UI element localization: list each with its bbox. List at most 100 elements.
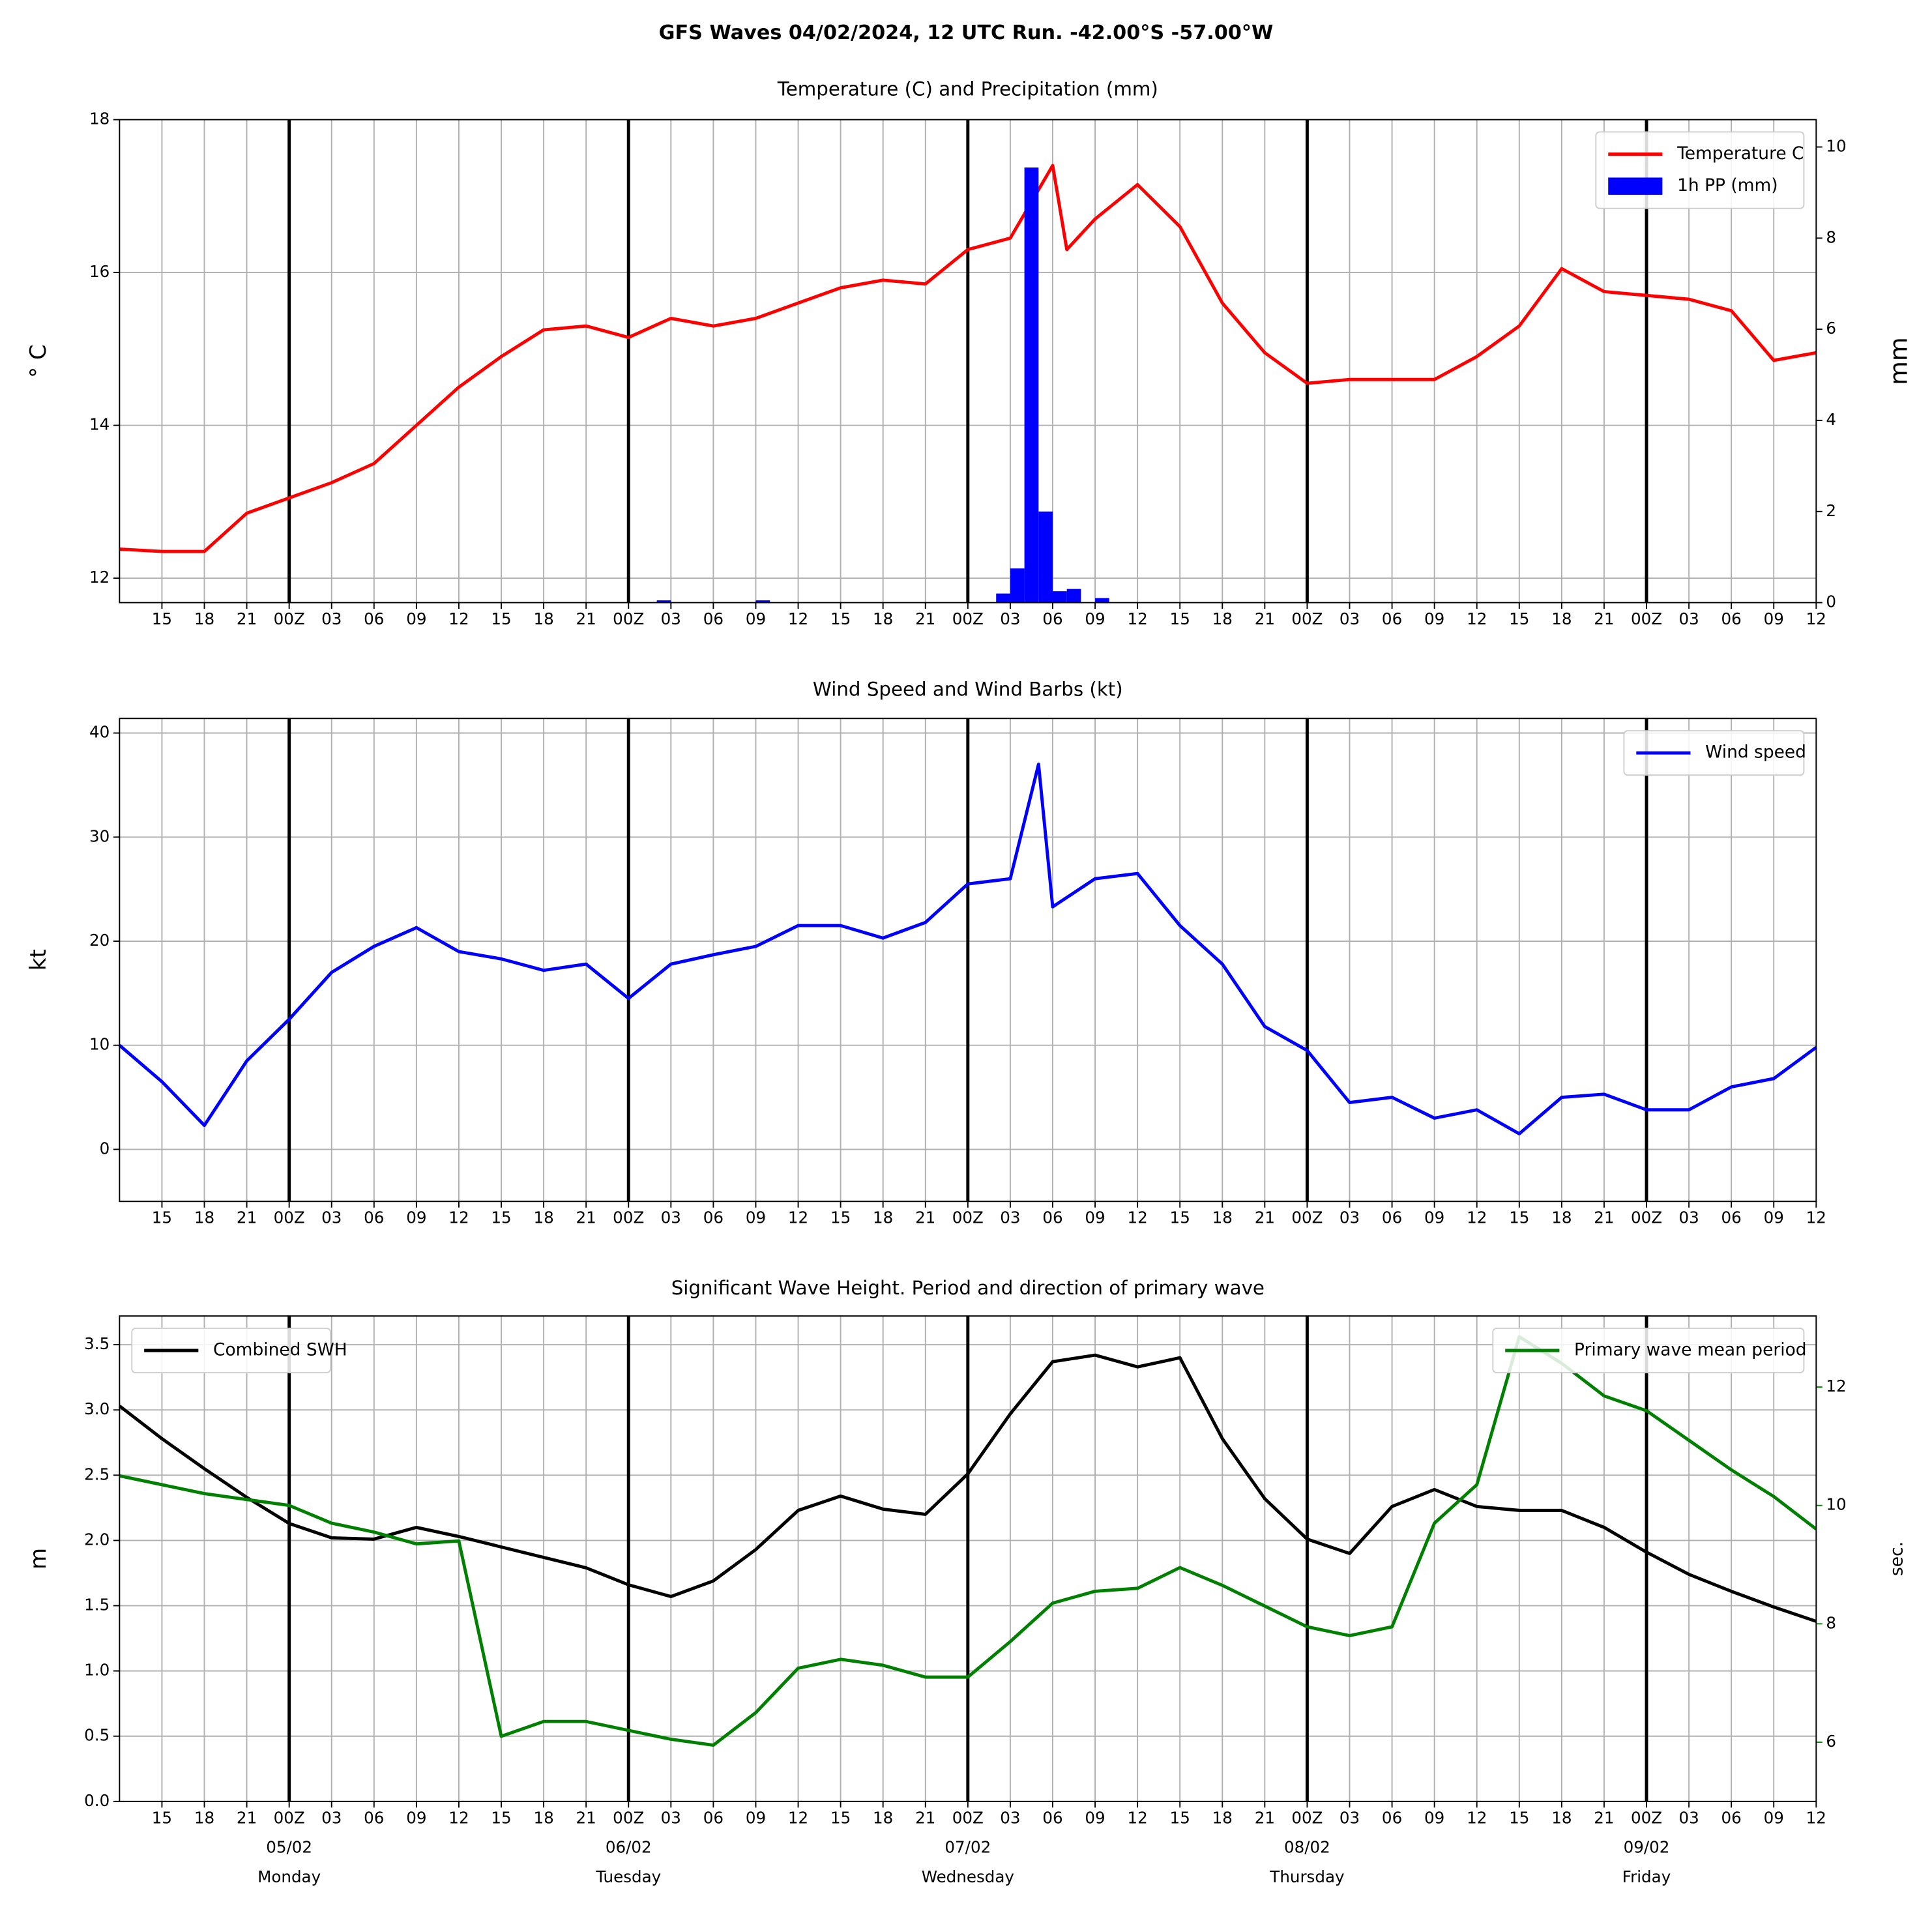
x-tick-label: 03 — [661, 1208, 681, 1227]
bar — [1052, 591, 1067, 603]
x-tick-label: 06 — [364, 609, 384, 628]
x-tick-label: 09 — [1085, 1808, 1105, 1827]
x-tick-label: 12 — [1806, 609, 1826, 628]
y-tick-label: 14 — [89, 415, 110, 434]
x-tick-label: 00Z — [613, 1808, 644, 1827]
x-tick-label: 09 — [1424, 1808, 1444, 1827]
panel: Significant Wave Height. Period and dire… — [25, 1277, 1907, 1886]
bar — [1010, 568, 1025, 603]
y2-tick-label: 12 — [1826, 1377, 1846, 1395]
y2-tick-label: 4 — [1826, 410, 1836, 429]
x-tick-label: 03 — [1000, 1808, 1020, 1827]
x-tick-label: 18 — [533, 609, 553, 628]
x-tick-label: 12 — [1467, 609, 1487, 628]
x-tick-label: 18 — [1551, 1808, 1572, 1827]
bar — [1024, 167, 1039, 603]
x-tick-label: 21 — [1255, 1208, 1275, 1227]
x-tick-label: 09 — [406, 609, 426, 628]
x-tick-label: 15 — [491, 1808, 511, 1827]
legend-label: Primary wave mean period — [1574, 1340, 1807, 1360]
x-tick-label: 21 — [1255, 1808, 1275, 1827]
y2-tick-label: 10 — [1826, 137, 1846, 156]
x-tick-label: 06 — [364, 1208, 384, 1227]
x-tick-label: 12 — [788, 609, 808, 628]
x-tick-label: 15 — [1170, 1808, 1190, 1827]
x-tick-label: 00Z — [613, 1208, 644, 1227]
x-tick-label: 06 — [703, 1808, 724, 1827]
date-label: 07/02 — [944, 1838, 991, 1857]
y-tick-label: 10 — [89, 1035, 110, 1054]
x-tick-label: 06 — [703, 609, 724, 628]
x-tick-label: 18 — [873, 1808, 893, 1827]
line — [118, 1353, 1817, 1623]
legend-label: Temperature C — [1676, 143, 1804, 164]
x-tick-label: 15 — [152, 1808, 172, 1827]
date-label: 08/02 — [1284, 1838, 1330, 1857]
x-tick-label: 12 — [1127, 1208, 1147, 1227]
x-tick-label: 03 — [1339, 1808, 1360, 1827]
x-tick-label: 12 — [448, 1808, 469, 1827]
x-tick-label: 03 — [1678, 1208, 1699, 1227]
bar — [755, 600, 770, 603]
x-tick-label: 09 — [1424, 1208, 1444, 1227]
y2-tick-label: 2 — [1826, 501, 1836, 520]
y2-tick-label: 8 — [1826, 227, 1836, 246]
chart-title: Wind Speed and Wind Barbs (kt) — [813, 678, 1123, 700]
x-tick-label: 18 — [194, 1808, 214, 1827]
bar — [1038, 511, 1053, 603]
y-tick-label: 1.5 — [84, 1596, 110, 1614]
x-tick-label: 21 — [237, 1208, 257, 1227]
x-tick-label: 21 — [1594, 1208, 1614, 1227]
chart-title: Temperature (C) and Precipitation (mm) — [777, 78, 1158, 100]
x-tick-label: 06 — [1721, 609, 1742, 628]
x-tick-label: 00Z — [952, 1808, 984, 1827]
x-tick-label: 18 — [194, 1208, 214, 1227]
x-tick-label: 03 — [1000, 609, 1020, 628]
x-tick-label: 12 — [1467, 1808, 1487, 1827]
y-tick-label: 16 — [89, 262, 110, 281]
x-tick-label: 06 — [1382, 609, 1402, 628]
panel: Temperature (C) and Precipitation (mm) 15… — [25, 78, 1912, 628]
line — [119, 164, 1817, 553]
x-tick-label: 21 — [915, 1808, 935, 1827]
x-tick-label: 00Z — [1291, 1808, 1323, 1827]
legend-box — [1492, 1328, 1805, 1373]
x-tick-label: 03 — [1339, 1208, 1360, 1227]
x-tick-label: 03 — [1678, 1808, 1699, 1827]
x-tick-label: 12 — [1806, 1808, 1826, 1827]
figure-title: GFS Waves 04/02/2024, 12 UTC Run. -42.00… — [659, 22, 1274, 44]
y-tick-label: 12 — [89, 568, 110, 587]
x-tick-label: 12 — [1806, 1208, 1826, 1227]
x-tick-label: 18 — [533, 1808, 553, 1827]
y2-tick-label: 0 — [1826, 592, 1836, 611]
x-tick-label: 03 — [661, 1808, 681, 1827]
x-tick-label: 21 — [915, 609, 935, 628]
x-tick-label: 06 — [1042, 609, 1062, 628]
y-tick-label: 2.0 — [84, 1530, 110, 1549]
x-tick-label: 18 — [873, 1208, 893, 1227]
y-tick-label: 1.0 — [84, 1661, 110, 1680]
x-tick-label: 21 — [237, 1808, 257, 1827]
x-tick-label: 18 — [1212, 1208, 1233, 1227]
x-tick-label: 00Z — [1631, 1808, 1662, 1827]
x-tick-label: 00Z — [1291, 1208, 1323, 1227]
x-tick-label: 00Z — [613, 609, 644, 628]
x-tick-label: 06 — [1721, 1208, 1742, 1227]
x-tick-label: 09 — [1085, 609, 1105, 628]
y2-tick-label: 6 — [1826, 319, 1836, 338]
legend-box — [131, 1328, 331, 1373]
x-tick-label: 09 — [406, 1808, 426, 1827]
chart-title: Significant Wave Height. Period and dire… — [671, 1277, 1265, 1299]
x-tick-label: 21 — [915, 1208, 935, 1227]
bar — [1095, 598, 1109, 603]
x-tick-label: 12 — [448, 609, 469, 628]
x-tick-label: 00Z — [1631, 609, 1662, 628]
x-tick-label: 18 — [533, 1208, 553, 1227]
day-label: Wednesday — [922, 1867, 1014, 1886]
y2-tick-label: 10 — [1826, 1495, 1846, 1514]
y2-tick-label: 6 — [1826, 1732, 1836, 1751]
y-tick-label: 2.5 — [84, 1465, 110, 1483]
bar — [1066, 589, 1081, 603]
